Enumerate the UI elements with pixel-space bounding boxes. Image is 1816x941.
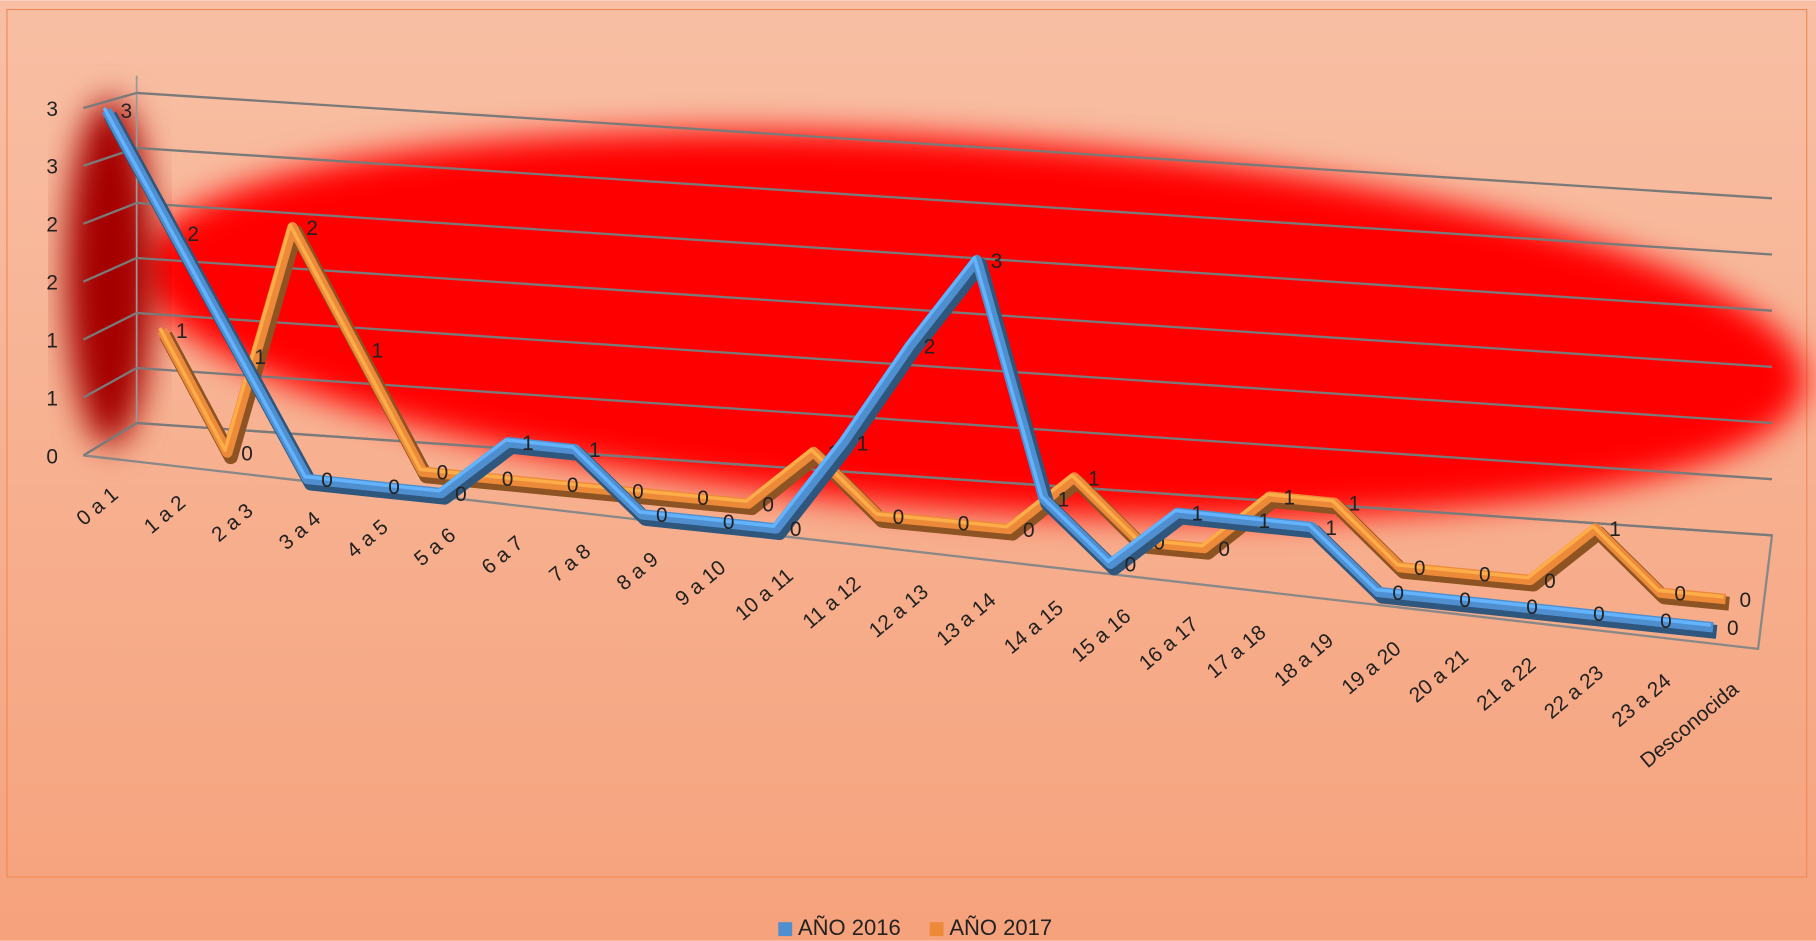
data-label: 0 <box>1740 589 1752 612</box>
legend-label: AÑO 2017 <box>949 915 1052 940</box>
data-label: 1 <box>1258 510 1270 533</box>
data-label: 0 <box>567 474 579 497</box>
data-label: 0 <box>1674 583 1686 606</box>
grid-line <box>136 256 1773 368</box>
data-label: 0 <box>632 481 644 504</box>
data-label: 1 <box>1609 518 1621 541</box>
data-label: 0 <box>697 487 709 510</box>
grid-line <box>136 201 1773 312</box>
legend-swatch <box>778 922 793 937</box>
data-label: 1 <box>857 433 869 456</box>
side-grid-line <box>82 422 138 457</box>
data-label: 1 <box>371 339 383 362</box>
data-label: 0 <box>1526 596 1538 619</box>
data-label: 1 <box>1192 503 1204 526</box>
data-label: 1 <box>1325 517 1337 540</box>
y-tick-label: 2 <box>46 272 58 295</box>
y-tick-label: 1 <box>46 387 58 410</box>
grid-line <box>136 91 1773 200</box>
y-tick-label: 3 <box>46 98 58 121</box>
data-label: 0 <box>1392 582 1404 605</box>
data-label: 0 <box>762 493 774 516</box>
data-label: 0 <box>1660 610 1672 633</box>
legend-swatch <box>929 922 944 937</box>
data-label: 0 <box>388 476 400 499</box>
y-tick-label: 2 <box>46 214 58 237</box>
data-label: 2 <box>187 223 199 246</box>
data-label: 0 <box>656 504 668 527</box>
series-highlight <box>158 223 1724 599</box>
data-label: 1 <box>1284 486 1296 509</box>
side-wall <box>66 98 155 447</box>
data-label: 1 <box>589 439 601 462</box>
data-label: 0 <box>723 511 735 534</box>
data-label: 1 <box>1058 489 1070 512</box>
data-label: 0 <box>241 442 253 465</box>
side-grid-line <box>82 311 138 341</box>
data-label: 2 <box>924 335 936 358</box>
grid-line <box>136 311 1773 425</box>
backdrop-ellipse <box>140 130 1805 519</box>
side-grid-line <box>82 256 138 283</box>
data-label: 0 <box>1153 532 1165 555</box>
data-label: 0 <box>1414 557 1426 580</box>
data-label: 2 <box>306 217 318 240</box>
data-label: 1 <box>254 346 266 369</box>
plot-border <box>6 8 1808 878</box>
data-label: 0 <box>1593 603 1605 626</box>
side-grid-line <box>82 201 138 225</box>
data-label: 0 <box>893 506 905 529</box>
data-label: 1 <box>1088 467 1100 490</box>
y-tick-label: 3 <box>46 156 58 179</box>
data-label: 0 <box>958 512 970 535</box>
data-label: 3 <box>991 250 1003 273</box>
data-label: 0 <box>1479 563 1491 586</box>
data-label: 0 <box>1218 538 1230 561</box>
y-tick-label: 1 <box>46 329 58 352</box>
series-line <box>157 222 1727 605</box>
data-label: 0 <box>790 518 802 541</box>
legend-label: AÑO 2016 <box>798 915 901 940</box>
series-highlight <box>102 107 1712 627</box>
data-label: 1 <box>1349 493 1361 516</box>
data-label: 0 <box>437 461 449 484</box>
data-label: 0 <box>1459 589 1471 612</box>
data-label: 0 <box>1125 554 1137 577</box>
data-label: 0 <box>455 483 467 506</box>
series-line <box>101 107 1714 633</box>
data-label: 0 <box>1544 570 1556 593</box>
grid-line <box>136 146 1773 256</box>
grid-line <box>136 366 1773 481</box>
data-label: 0 <box>1023 519 1035 542</box>
side-grid-line <box>82 366 138 399</box>
data-label: 0 <box>1727 617 1739 640</box>
side-grid-line <box>83 91 137 110</box>
data-label: 0 <box>502 468 514 491</box>
data-label: 0 <box>321 469 333 492</box>
y-tick-label: 0 <box>46 445 58 468</box>
data-label: 1 <box>176 320 188 343</box>
legend: AÑO 2016 AÑO 2017 <box>778 915 1052 940</box>
data-label: 1 <box>522 432 534 455</box>
data-label: 3 <box>120 100 132 123</box>
